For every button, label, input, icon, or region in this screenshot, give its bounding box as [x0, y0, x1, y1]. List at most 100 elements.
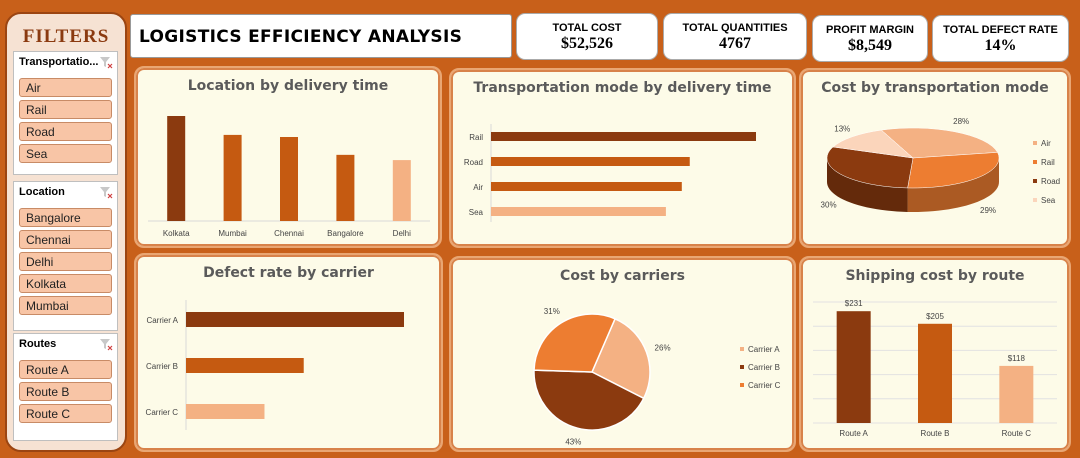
x-tick-label: Kolkata	[163, 229, 190, 238]
pie-slice	[880, 127, 998, 159]
legend-label: Road	[1041, 177, 1060, 186]
chart-title: Defect rate by carrier	[203, 265, 374, 281]
chart-shipping-route: Shipping cost by route $231 Route A $205 Ro…	[799, 256, 1071, 452]
legend-swatch	[1033, 198, 1037, 202]
location-option-chennai[interactable]: Chennai	[19, 230, 112, 249]
bar	[491, 157, 690, 166]
filters-panel: FILTERS Transportatio... Air Rail Road S…	[5, 12, 127, 452]
transport-option-air[interactable]: Air	[19, 78, 112, 97]
clear-filter-icon[interactable]	[99, 185, 113, 199]
location-option-kolkata[interactable]: Kolkata	[19, 274, 112, 293]
kpi-total-cost-value: $52,526	[561, 35, 613, 52]
y-tick-label: Rail	[469, 133, 483, 142]
route-option-c[interactable]: Route C	[19, 404, 112, 423]
bar	[223, 134, 242, 221]
x-tick-label: Route C	[1002, 429, 1032, 438]
chart-title: Location by delivery time	[187, 78, 389, 94]
legend-swatch	[740, 383, 744, 387]
kpi-profit-margin-label: PROFIT MARGIN	[826, 24, 914, 36]
y-tick-label: Carrier A	[146, 316, 178, 325]
legend-label: Carrier C	[748, 381, 781, 390]
pie-data-label: 26%	[655, 344, 671, 353]
bar	[186, 404, 265, 419]
kpi-total-quantities: TOTAL QUANTITIES 4767	[663, 13, 807, 60]
data-label: $205	[926, 312, 944, 321]
transport-option-road[interactable]: Road	[19, 122, 112, 141]
page-title: LOGISTICS EFFICIENCY ANALYSIS	[139, 27, 463, 47]
data-label: $231	[845, 299, 863, 308]
pie-slice	[533, 313, 617, 373]
chart-defect-carrier: Defect rate by carrier Carrier A Carrier …	[134, 253, 443, 452]
pie-data-label: 28%	[953, 117, 969, 126]
bar	[491, 207, 666, 216]
bar	[167, 116, 186, 221]
chart-title: Cost by transportation mode	[821, 80, 1049, 96]
legend-swatch	[1033, 179, 1037, 183]
legend-swatch	[1033, 160, 1037, 164]
transport-option-rail[interactable]: Rail	[19, 100, 112, 119]
y-tick-label: Air	[473, 183, 483, 192]
filters-title: FILTERS	[22, 26, 110, 47]
y-tick-label: Sea	[469, 208, 484, 217]
x-tick-label: Route B	[921, 429, 950, 438]
kpi-total-cost-label: TOTAL COST	[552, 22, 622, 34]
legend-swatch	[740, 347, 744, 351]
legend-swatch	[740, 365, 744, 369]
bar	[491, 132, 756, 141]
x-tick-label: Delhi	[393, 229, 411, 238]
bar	[186, 358, 304, 373]
defect-bar-chart: Carrier A Carrier B Carrier C	[146, 300, 404, 430]
chart-title: Transportation mode by delivery time	[473, 80, 772, 96]
legend-label: Air	[1041, 139, 1051, 148]
location-option-bangalore[interactable]: Bangalore	[19, 208, 112, 227]
pie-slice	[533, 369, 645, 431]
bar	[186, 312, 404, 327]
legend-label: Carrier B	[748, 363, 780, 372]
routes-slicer-header: Routes	[19, 338, 57, 350]
routes-slicer: Routes Route A Route B Route C	[13, 333, 118, 441]
kpi-defect-rate-value: 14%	[984, 37, 1017, 54]
pie-data-label: 43%	[565, 438, 581, 447]
bar	[280, 137, 298, 221]
chart-location-delivery: Location by delivery time Kolkata Mumbai C…	[134, 66, 442, 248]
bar	[999, 365, 1034, 423]
x-tick-label: Chennai	[274, 229, 304, 238]
route-option-b[interactable]: Route B	[19, 382, 112, 401]
y-tick-label: Carrier B	[146, 362, 178, 371]
header-box: LOGISTICS EFFICIENCY ANALYSIS	[130, 14, 512, 58]
bar	[336, 154, 355, 221]
transport-slicer-header: Transportatio...	[19, 56, 99, 68]
clear-filter-icon[interactable]	[99, 55, 113, 69]
location-option-mumbai[interactable]: Mumbai	[19, 296, 112, 315]
pie-slice	[832, 129, 914, 159]
clear-filter-icon[interactable]	[99, 337, 113, 351]
kpi-defect-rate: TOTAL DEFECT RATE 14%	[932, 15, 1069, 62]
pie-data-label: 29%	[980, 206, 996, 215]
transport-bar-chart: Rail Road Air Sea	[464, 124, 756, 222]
kpi-profit-margin-value: $8,549	[848, 37, 892, 54]
pie-slice-side	[827, 158, 908, 212]
chart-title: Cost by carriers	[560, 268, 685, 284]
pie-data-label: 13%	[834, 124, 850, 133]
kpi-total-quantities-value: 4767	[719, 35, 751, 52]
legend-label: Rail	[1041, 158, 1055, 167]
x-tick-label: Bangalore	[327, 229, 364, 238]
route-option-a[interactable]: Route A	[19, 360, 112, 379]
pie-data-label: 31%	[544, 307, 560, 316]
legend-swatch	[1033, 141, 1037, 145]
legend-label: Sea	[1041, 196, 1056, 205]
bar	[491, 182, 682, 191]
carrier-pie-chart: 26% 43% 31% Carrier A Carrier B Carrier C	[533, 307, 781, 447]
chart-cost-carriers: Cost by carriers 26% 43% 31% Carrier A Carri…	[449, 256, 796, 452]
bar	[836, 311, 871, 423]
kpi-profit-margin: PROFIT MARGIN $8,549	[812, 15, 928, 62]
location-option-delhi[interactable]: Delhi	[19, 252, 112, 271]
kpi-total-cost: TOTAL COST $52,526	[516, 13, 658, 60]
transport-pie-chart: 28% 29% 30% 13% Air Rail Road Sea	[821, 117, 1061, 215]
transport-option-sea[interactable]: Sea	[19, 144, 112, 163]
x-tick-label: Mumbai	[218, 229, 247, 238]
transport-slicer: Transportatio... Air Rail Road Sea	[13, 51, 118, 175]
data-label: $118	[1008, 354, 1026, 363]
bar	[918, 323, 952, 423]
kpi-defect-rate-label: TOTAL DEFECT RATE	[943, 24, 1058, 36]
